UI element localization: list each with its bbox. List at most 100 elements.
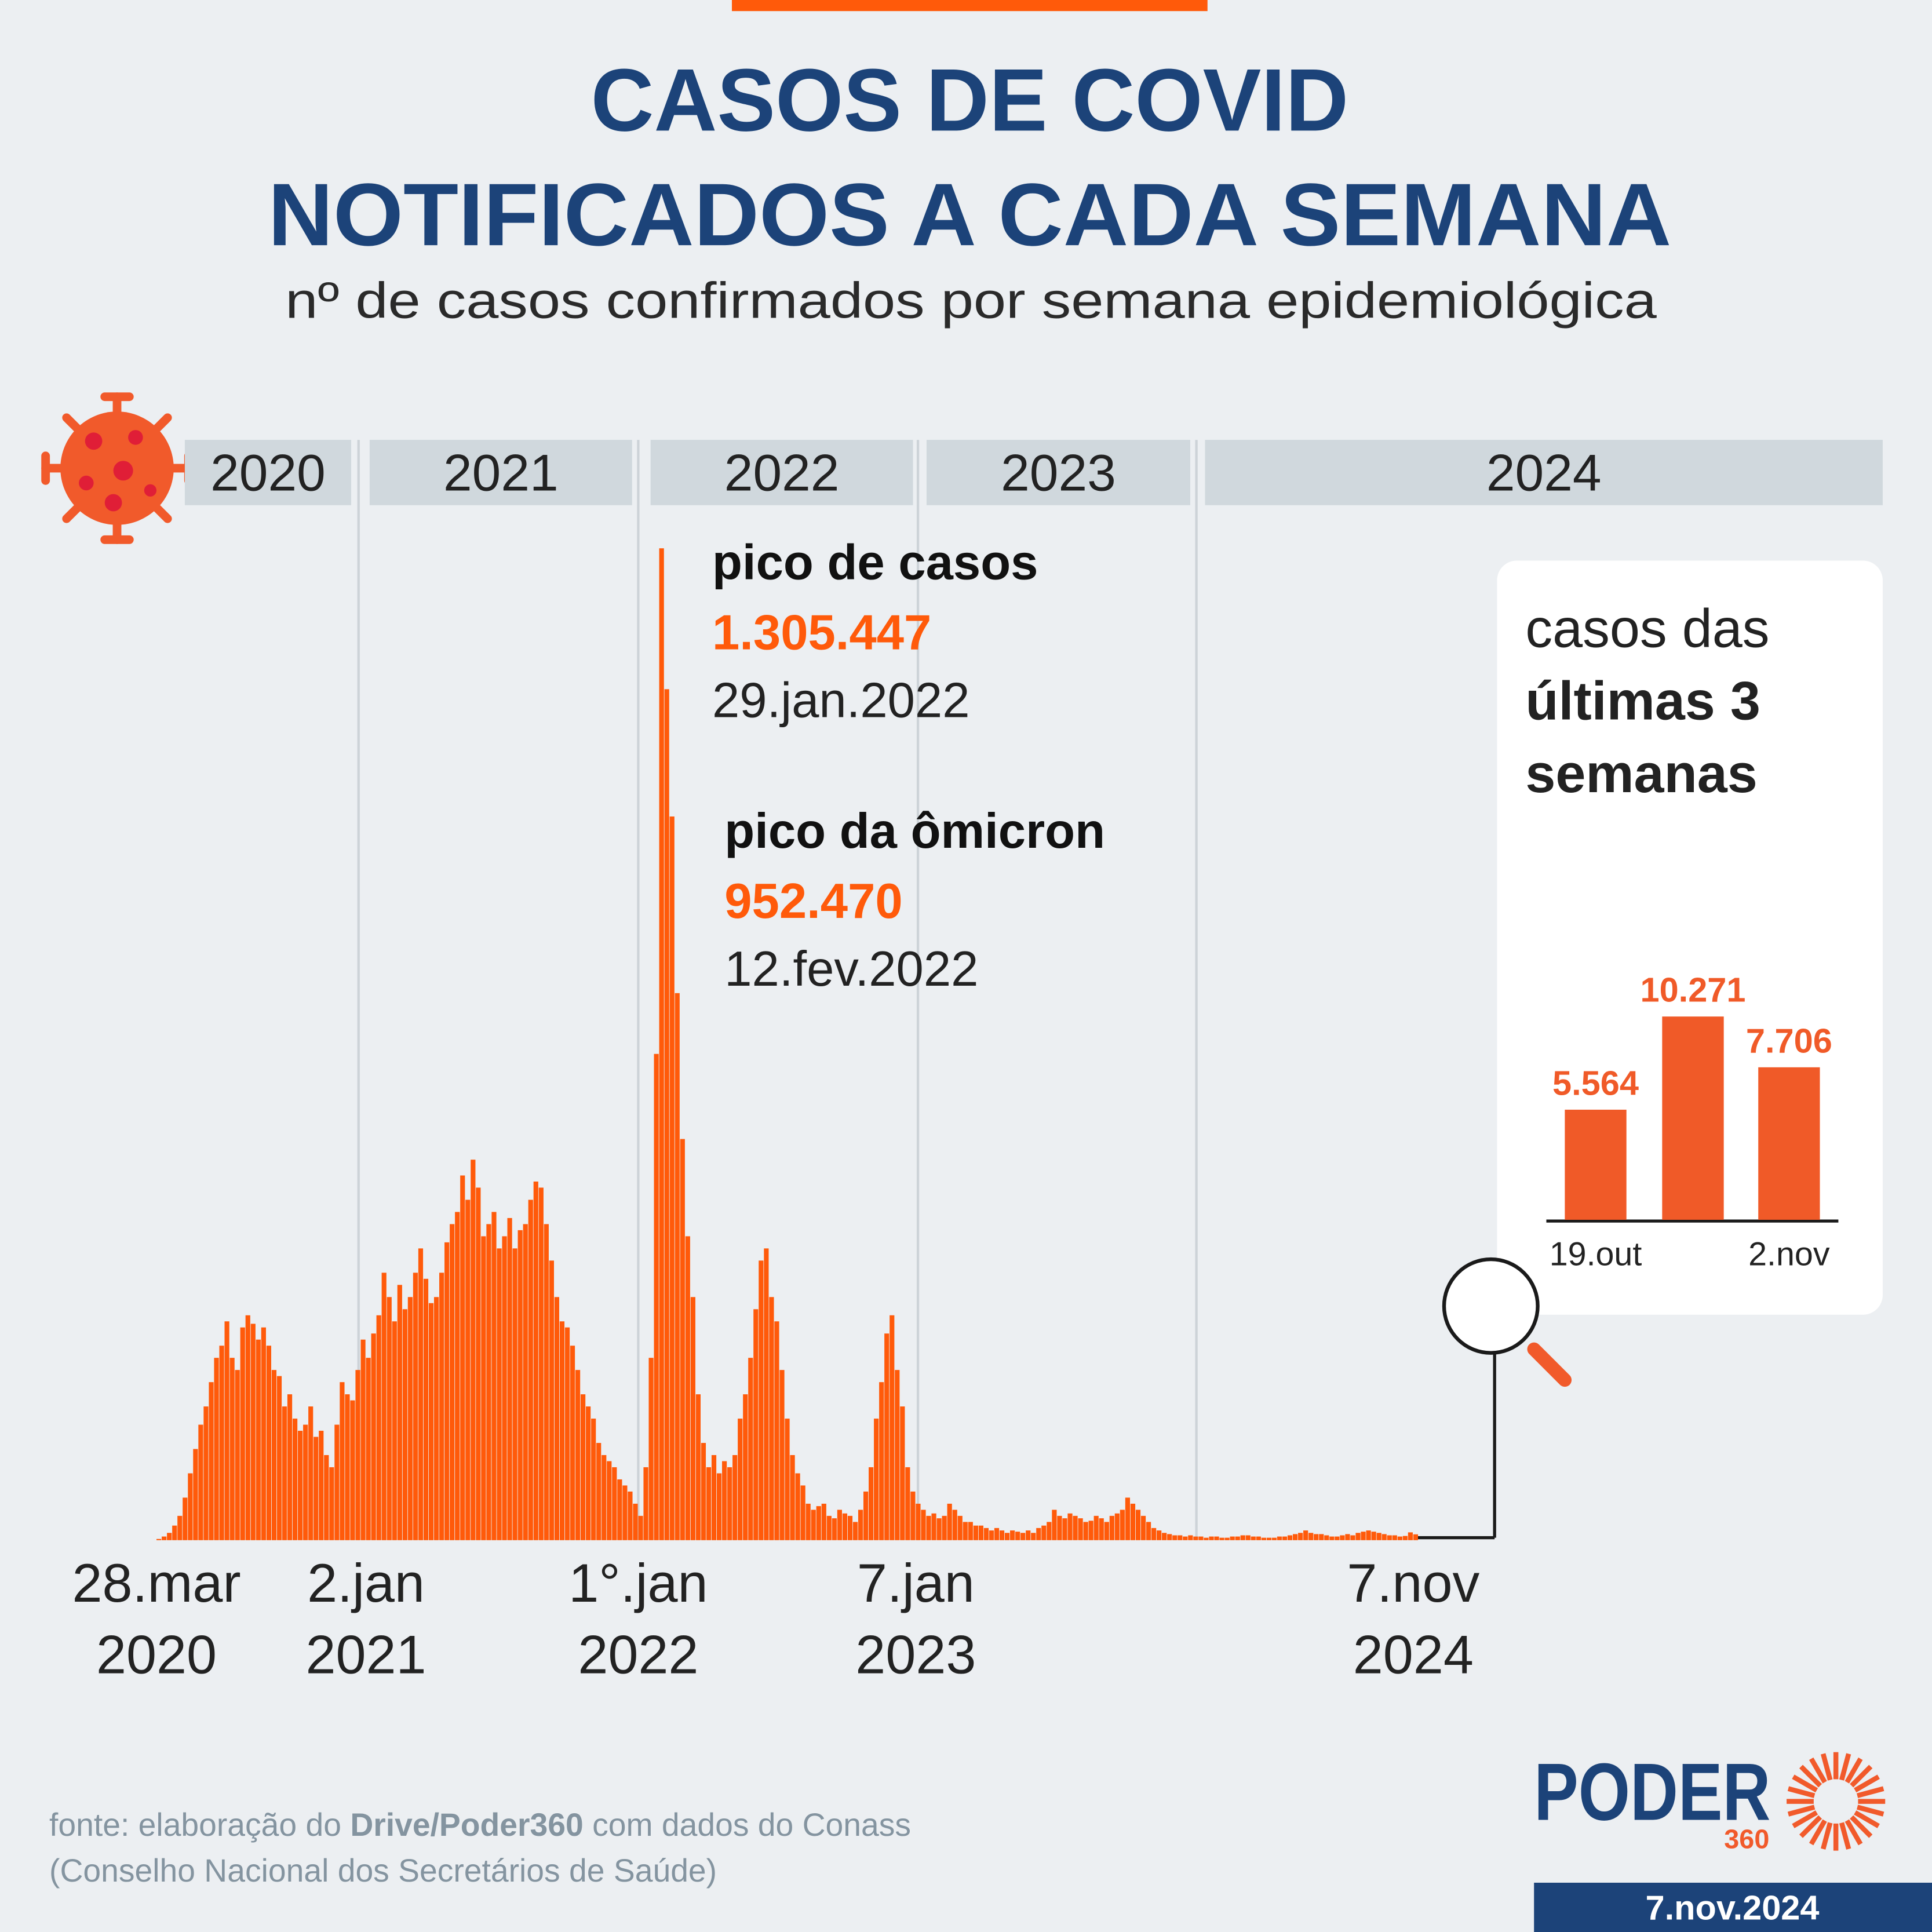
bar xyxy=(675,993,680,1540)
x-tick-line: 1°.jan xyxy=(568,1552,708,1613)
source: (Conselho Nacional dos Secretários de Sa… xyxy=(49,1853,717,1889)
bar xyxy=(743,1394,748,1540)
bar xyxy=(1157,1530,1162,1540)
bar xyxy=(544,1224,549,1540)
bar xyxy=(805,1503,811,1540)
bar xyxy=(586,1406,591,1540)
inset-title: semanas xyxy=(1525,743,1757,804)
bar xyxy=(638,1515,643,1540)
bar xyxy=(884,1333,890,1540)
year-band xyxy=(1205,440,1883,505)
bar xyxy=(879,1382,884,1540)
sun-ray xyxy=(1821,1753,1833,1781)
source-part: com dados do Conass xyxy=(584,1807,911,1843)
sun-ray xyxy=(1844,1757,1863,1784)
bar xyxy=(936,1518,942,1540)
bar xyxy=(308,1406,314,1540)
bar xyxy=(1366,1530,1371,1540)
bar xyxy=(183,1497,188,1540)
x-tick-label: 28.mar 2020 xyxy=(72,1552,240,1685)
x-tick-line: 2022 xyxy=(578,1624,698,1685)
bar xyxy=(795,1473,800,1540)
bar xyxy=(1062,1518,1067,1540)
bar xyxy=(381,1273,387,1540)
bar xyxy=(1067,1513,1073,1540)
bar xyxy=(1093,1515,1099,1540)
bar xyxy=(1355,1533,1361,1540)
bar xyxy=(1114,1513,1120,1540)
bar xyxy=(533,1181,538,1540)
bar xyxy=(607,1461,612,1540)
bar xyxy=(759,1260,764,1540)
bar xyxy=(538,1187,544,1540)
bar xyxy=(842,1513,848,1540)
bar xyxy=(1140,1515,1146,1540)
bar xyxy=(1167,1534,1172,1540)
x-tick-line: 2023 xyxy=(855,1624,976,1685)
bar xyxy=(1266,1537,1271,1540)
bar xyxy=(167,1533,172,1540)
bar xyxy=(528,1200,533,1540)
x-tick-line: 7.nov xyxy=(1347,1552,1479,1613)
magnifier-handle xyxy=(1527,1342,1572,1387)
bar xyxy=(1073,1515,1078,1540)
bar xyxy=(1178,1535,1183,1540)
bar xyxy=(1125,1497,1131,1540)
value-label: 7.706 xyxy=(1746,1021,1832,1060)
bar xyxy=(554,1297,560,1540)
bar xyxy=(481,1236,486,1540)
x-tick-line: 2.jan xyxy=(307,1552,425,1613)
bar xyxy=(1146,1522,1151,1540)
bar xyxy=(779,1370,785,1540)
bar xyxy=(1088,1521,1093,1540)
annotation-date: 29.jan.2022 xyxy=(712,673,970,728)
bar xyxy=(570,1346,575,1540)
bar xyxy=(1402,1536,1408,1540)
bar xyxy=(1758,1067,1820,1220)
year-label: 2024 xyxy=(1486,443,1602,501)
sun-ray xyxy=(1854,1774,1880,1793)
annotation-value: 952.470 xyxy=(724,874,902,929)
year-band xyxy=(926,440,1190,505)
bar xyxy=(1245,1535,1251,1540)
bar xyxy=(947,1503,952,1540)
bar xyxy=(832,1518,837,1540)
bar xyxy=(523,1224,528,1540)
bar xyxy=(1052,1510,1057,1540)
bar xyxy=(900,1406,905,1540)
bar xyxy=(895,1370,900,1540)
sun-ray xyxy=(1792,1774,1818,1793)
bar xyxy=(1329,1536,1335,1540)
sun-ray xyxy=(1850,1815,1873,1838)
bar xyxy=(1251,1536,1256,1540)
bar xyxy=(905,1467,910,1540)
bar xyxy=(989,1530,994,1540)
bar xyxy=(303,1424,308,1540)
bar xyxy=(738,1419,743,1540)
bar xyxy=(1314,1534,1319,1540)
bar xyxy=(602,1455,607,1540)
bar xyxy=(1172,1535,1178,1540)
sun-ray xyxy=(1809,1757,1827,1784)
bar xyxy=(826,1515,832,1540)
bar xyxy=(581,1394,586,1540)
bar xyxy=(486,1224,491,1540)
bar xyxy=(188,1473,193,1540)
bar xyxy=(319,1431,324,1540)
bar xyxy=(1292,1534,1298,1540)
bar xyxy=(360,1339,366,1540)
bar xyxy=(198,1424,203,1540)
bar xyxy=(1209,1536,1214,1540)
bar xyxy=(1387,1535,1392,1540)
bar xyxy=(863,1491,869,1540)
bar xyxy=(564,1327,570,1540)
bar xyxy=(727,1467,732,1540)
bar xyxy=(229,1358,235,1540)
bar xyxy=(1413,1534,1419,1540)
bar xyxy=(471,1160,476,1540)
bar xyxy=(1047,1522,1052,1540)
bar xyxy=(224,1321,229,1540)
x-tick-line: 28.mar xyxy=(72,1552,240,1613)
bar xyxy=(1350,1535,1355,1540)
logo-sun xyxy=(1787,1752,1886,1851)
